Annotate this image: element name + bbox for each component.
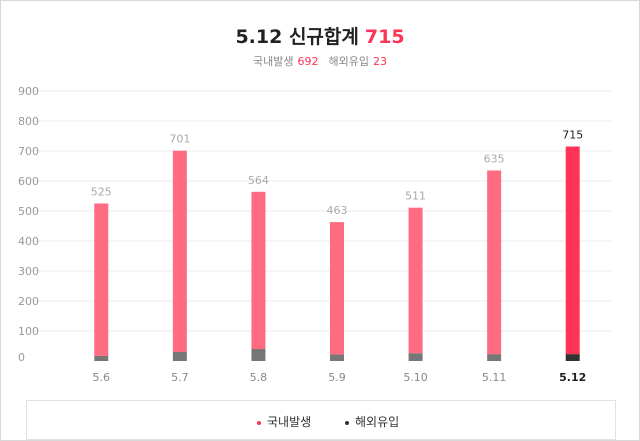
legend: 국내발생 해외유입	[26, 400, 616, 440]
bar-overseas	[251, 349, 266, 361]
legend-label-overseas: 해외유입	[355, 415, 400, 429]
data-label-total: 525	[91, 186, 112, 199]
bar-domestic	[94, 203, 109, 356]
bar-domestic	[487, 170, 502, 355]
y-tick-label: 0	[18, 351, 25, 364]
y-tick-label: 400	[18, 235, 39, 248]
y-tick-label: 100	[18, 325, 39, 338]
bar-domestic	[408, 207, 423, 354]
data-label-total: 564	[248, 174, 269, 187]
domestic-value: 692	[297, 55, 319, 68]
data-label-total: 701	[169, 133, 190, 146]
data-label-total: 463	[327, 204, 348, 217]
bar-overseas	[408, 353, 423, 361]
x-tick-label: 5.11	[482, 371, 507, 384]
legend-item-domestic: 국내발생	[257, 413, 311, 430]
bar-chart: 0 100 200 300 400 500 600 700 800 900 525 5.6 701 5.7…	[18, 85, 612, 384]
x-tick-label: 5.12	[559, 371, 586, 384]
bar-domestic	[172, 150, 187, 352]
x-tick-label: 5.10	[403, 371, 428, 384]
x-tick-label: 5.6	[93, 371, 111, 384]
domestic-label: 국내발생	[253, 55, 294, 68]
y-tick-label: 500	[18, 205, 39, 218]
legend-dot-overseas	[345, 420, 349, 425]
title-prefix: 5.12 신규합계	[235, 26, 359, 48]
y-tick-label: 900	[18, 85, 39, 98]
legend-item-overseas: 해외유입	[345, 413, 399, 430]
legend-label-domestic: 국내발생	[267, 415, 312, 429]
y-tick-label: 200	[18, 295, 39, 308]
overseas-label: 해외유입	[328, 55, 369, 68]
y-tick-label: 800	[18, 115, 39, 128]
y-tick-label: 300	[18, 265, 39, 278]
bar-overseas	[487, 354, 502, 361]
bar-domestic	[251, 191, 266, 349]
chart-subtitle: 국내발생 692 해외유입 23	[0, 53, 640, 69]
y-tick-label: 700	[18, 145, 39, 158]
y-tick-label: 600	[18, 175, 39, 188]
data-label-total: 715	[562, 129, 583, 142]
bar-overseas	[94, 355, 109, 361]
x-tick-label: 5.7	[171, 371, 189, 384]
bar-domestic	[565, 146, 580, 355]
bar-overseas	[330, 354, 344, 361]
chart-title: 5.12 신규합계 715	[0, 22, 640, 49]
bar-domestic	[330, 222, 344, 355]
data-label-total: 511	[405, 190, 426, 203]
overseas-value: 23	[372, 55, 387, 68]
x-tick-label: 5.9	[328, 371, 346, 384]
bar-overseas	[172, 352, 187, 361]
legend-dot-domestic	[257, 420, 261, 425]
data-label-total: 635	[484, 153, 505, 166]
x-tick-label: 5.8	[250, 371, 268, 384]
bar-overseas	[565, 354, 580, 361]
title-total: 715	[364, 26, 405, 48]
